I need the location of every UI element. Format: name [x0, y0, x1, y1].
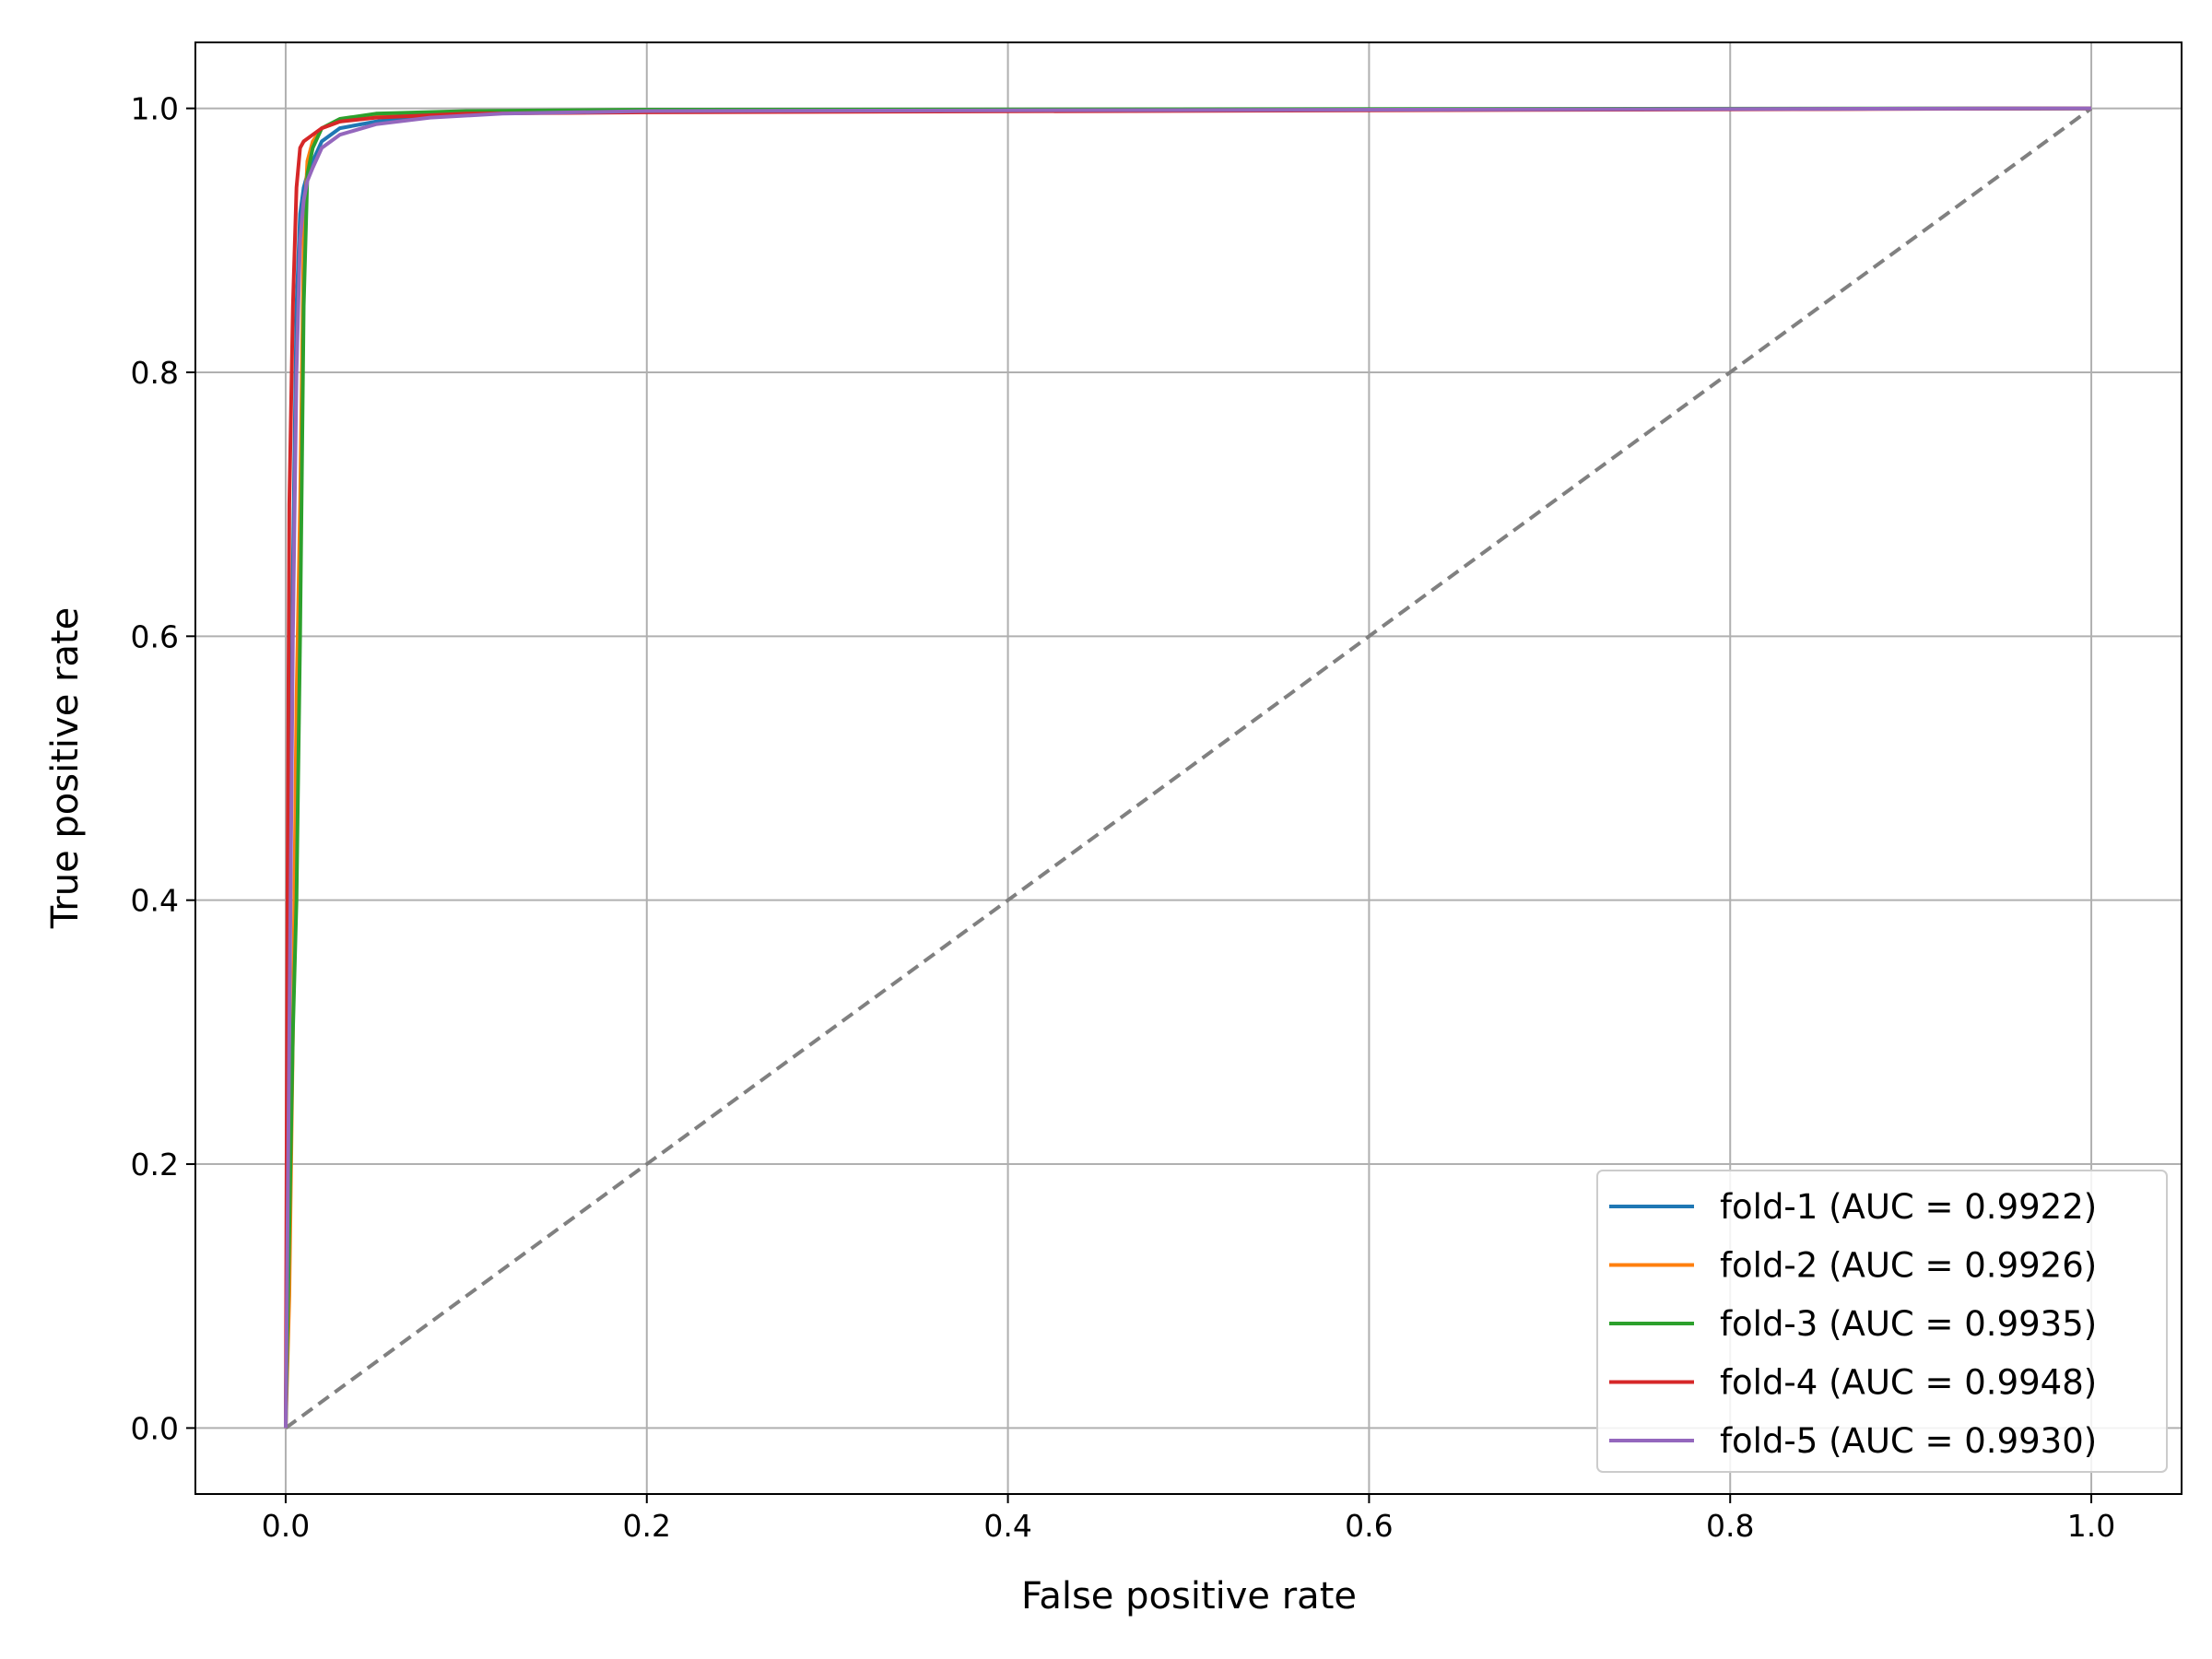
legend-label: fold-4 (AUC = 0.9948) — [1720, 1363, 2097, 1403]
x-tick-label: 0.8 — [1706, 1508, 1754, 1544]
y-tick-label: 0.6 — [131, 618, 179, 654]
legend-label: fold-2 (AUC = 0.9926) — [1720, 1246, 2097, 1286]
axes-frame — [194, 41, 2183, 1495]
series-line-fold-3 — [284, 106, 2092, 1429]
legend-box — [1596, 1170, 2168, 1473]
y-tick-label: 1.0 — [131, 91, 179, 127]
y-tick-label: 0.2 — [131, 1147, 179, 1182]
x-tick-label: 0.0 — [262, 1508, 310, 1544]
series-lines — [284, 106, 2092, 1429]
y-axis-label: True positive rate — [44, 607, 87, 930]
y-tick-label: 0.0 — [131, 1410, 179, 1446]
x-axis-ticks: 0.0 0.2 0.4 0.6 0.8 1.0 — [262, 1494, 2115, 1544]
grid — [195, 42, 2182, 1494]
legend-label: fold-1 (AUC = 0.9922) — [1720, 1187, 2097, 1227]
reference-diagonal — [284, 106, 2093, 1430]
series-line-fold-4 — [284, 106, 2092, 1429]
reference-line — [284, 106, 2093, 1430]
x-tick-label: 0.2 — [623, 1508, 671, 1544]
legend-label: fold-3 (AUC = 0.9935) — [1720, 1304, 2097, 1344]
x-axis-label: False positive rate — [1021, 1575, 1357, 1618]
x-tick-label: 1.0 — [2067, 1508, 2115, 1544]
legend: fold-1 (AUC = 0.9922) fold-2 (AUC = 0.992… — [1596, 1170, 2168, 1473]
y-tick-label: 0.4 — [131, 883, 179, 919]
series-line-fold-5 — [284, 106, 2092, 1429]
x-tick-label: 0.4 — [983, 1508, 1031, 1544]
legend-label: fold-5 (AUC = 0.9930) — [1720, 1421, 2097, 1461]
y-tick-label: 0.8 — [131, 355, 179, 391]
x-tick-label: 0.6 — [1345, 1508, 1393, 1544]
y-axis-ticks: 0.0 0.2 0.4 0.6 0.8 1.0 — [131, 91, 195, 1446]
legend-entries: fold-1 (AUC = 0.9922) fold-2 (AUC = 0.992… — [1609, 1187, 2097, 1461]
